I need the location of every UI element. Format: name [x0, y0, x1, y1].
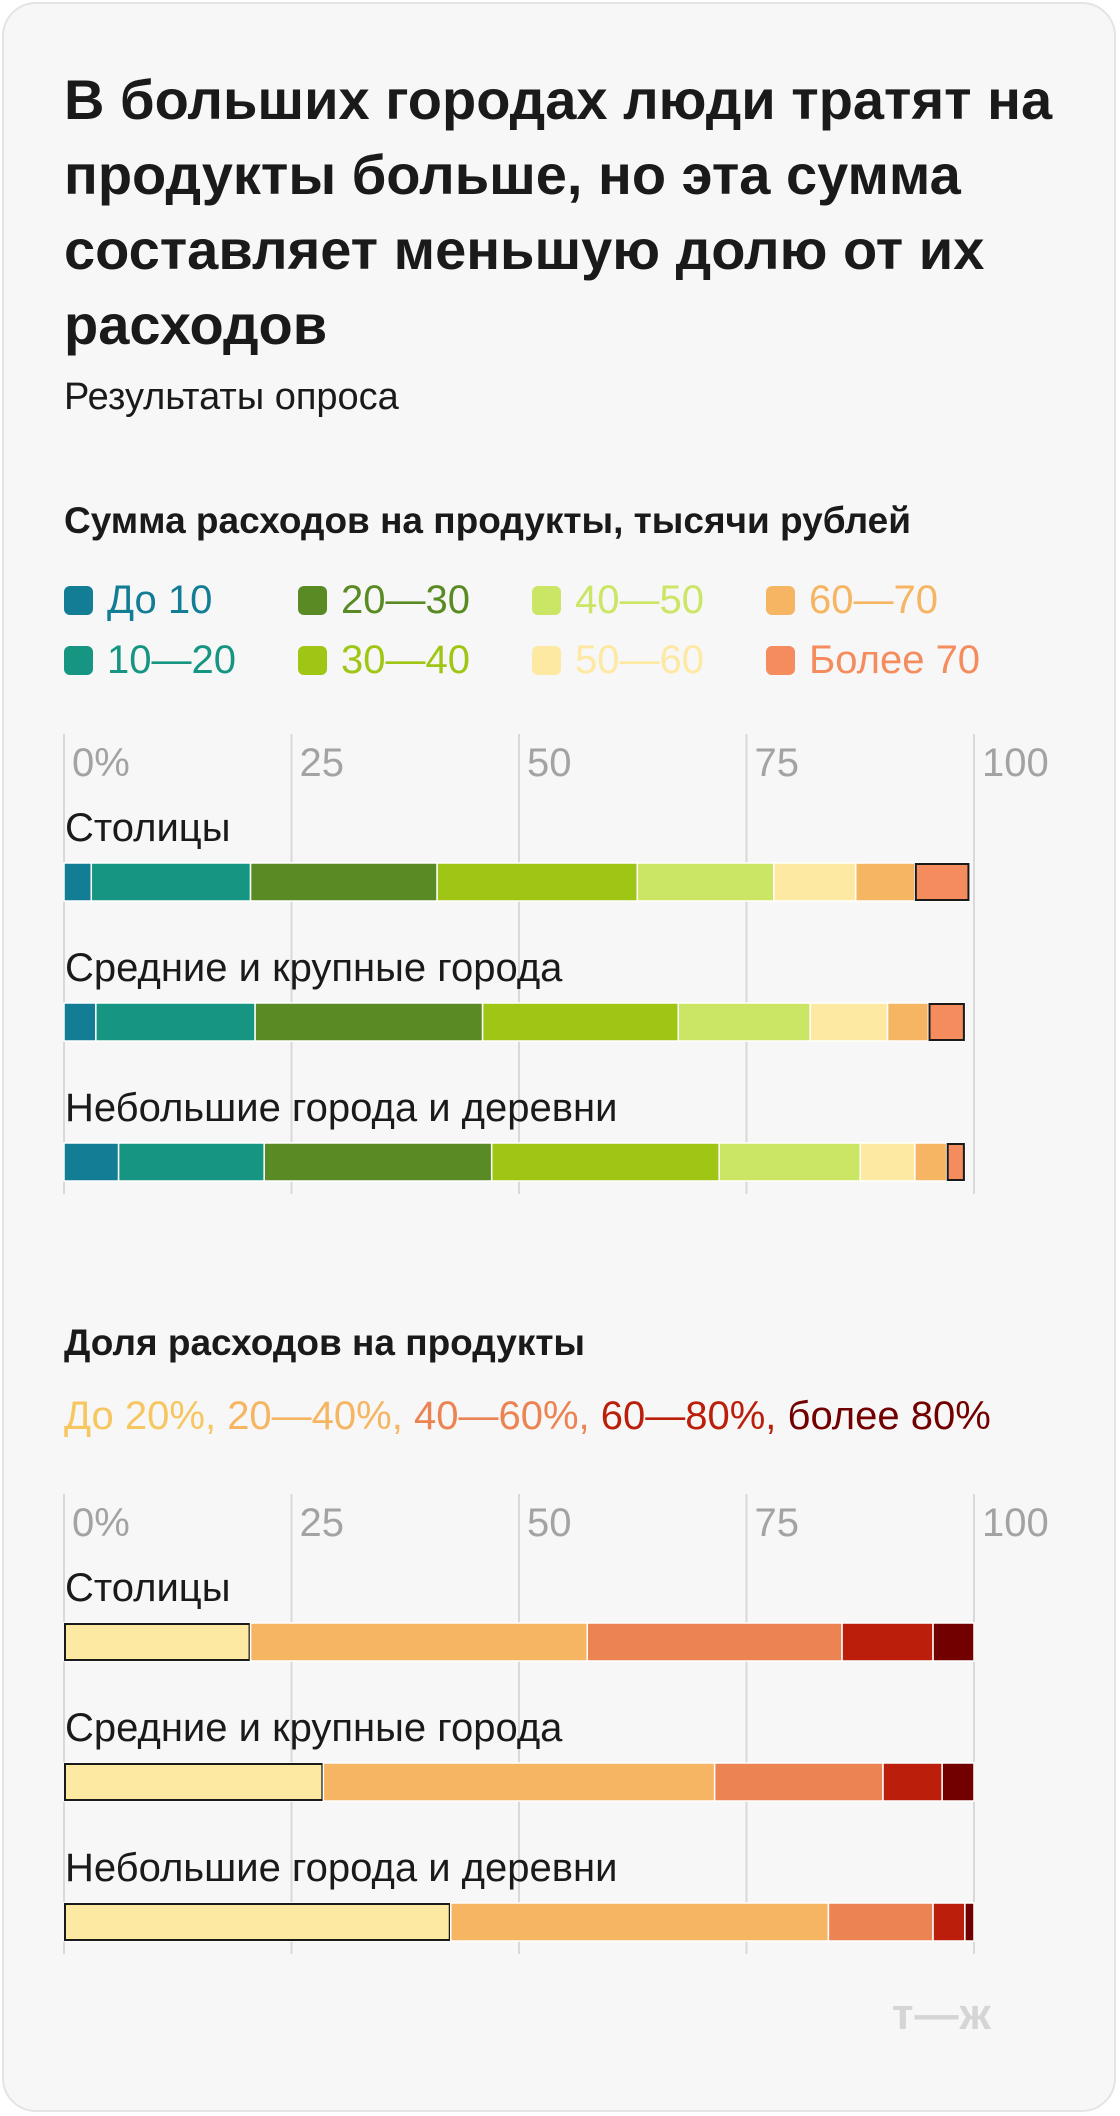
legend-item: 20—30	[298, 576, 470, 624]
legend-label: 20—30	[341, 577, 470, 622]
legend-swatch	[532, 585, 561, 615]
legend-swatch	[766, 585, 795, 615]
bar-segment-40-60	[713, 1762, 884, 1802]
tick-label: 75	[755, 1501, 800, 1545]
legend-label: 10—20	[107, 637, 236, 682]
bar-segment-20-40	[249, 1622, 589, 1662]
legend-label: 40—50	[575, 577, 704, 622]
bar-segment-20-40	[450, 1902, 830, 1942]
bar-segment-20-30	[254, 1002, 484, 1042]
legend-item: 60—70	[766, 576, 938, 624]
bar-segment-outline	[946, 1143, 965, 1181]
tick-label: 100	[982, 741, 1049, 785]
bar-segment-30-40	[481, 1002, 679, 1042]
bar-segment-до-20	[63, 1622, 252, 1662]
chart-subtitle: Результаты опроса	[64, 376, 399, 418]
bar-segment-более-70	[914, 862, 971, 902]
bar-segment-outline	[64, 1763, 324, 1801]
bar-segment-40-60	[827, 1902, 934, 1942]
legend-item: 40—60%,	[413, 1394, 601, 1438]
legend-swatch	[64, 585, 93, 615]
bar-segment-30-40	[436, 862, 639, 902]
legend-item: До 20%,	[64, 1394, 228, 1438]
row-label: Небольшие города и деревни	[65, 1086, 617, 1130]
bar-segment-20-40	[322, 1762, 716, 1802]
legend-item: 60—80%,	[600, 1394, 788, 1438]
legend-label: До 10	[107, 577, 213, 622]
row-label: Средние и крупные города	[65, 946, 563, 990]
bar-segment-60-70	[854, 862, 916, 902]
tick-label: 0%	[72, 741, 130, 785]
bar-segment-40-50	[636, 862, 775, 902]
bar-segment-20-30	[249, 862, 438, 902]
bar-segment-60-70	[914, 1142, 948, 1182]
tick-label: 25	[300, 1501, 345, 1545]
bar-segment-до-20	[63, 1902, 452, 1942]
legend-swatch	[298, 585, 327, 615]
chart-title: В больших городах люди тратят на продукт…	[64, 68, 1053, 356]
bar-segment-50-60	[809, 1002, 889, 1042]
bar-segment-до-20	[63, 1762, 325, 1802]
bar-segment-10-20	[117, 1142, 265, 1182]
tick-label: 75	[755, 741, 800, 785]
bar-segment-60-80	[932, 1902, 966, 1942]
bar-segment-более-80	[964, 1902, 975, 1942]
legend-label: 60—70	[809, 577, 938, 622]
row-label: Столицы	[65, 1566, 230, 1610]
legend-item: Более 70	[766, 636, 980, 684]
bar-segment-50-60	[773, 862, 857, 902]
legend-item: 20—40%,	[227, 1394, 414, 1438]
tick-label: 100	[982, 1501, 1049, 1545]
bar-segment-более-70	[927, 1002, 966, 1042]
bar-segment-outline	[928, 1003, 965, 1041]
bar-segment-60-70	[886, 1002, 930, 1042]
legend-swatch	[766, 645, 795, 675]
tick-label: 50	[527, 741, 572, 785]
legend-swatch	[64, 645, 93, 675]
tick-label: 50	[527, 1501, 572, 1545]
legend-item: 10—20	[64, 636, 236, 684]
bar-segment-до-10	[63, 1142, 120, 1182]
brand-logo: т—ж	[892, 1990, 992, 2039]
bar-segment-10-20	[95, 1002, 256, 1042]
legend-item: 40—50	[532, 576, 704, 624]
bar-segment-60-80	[841, 1622, 934, 1662]
legend-item: До 10	[64, 576, 212, 624]
legend-item: 30—40	[298, 636, 470, 684]
spending-chart: 0% 25 50 75 100 Столицы Средние и крупные горо…	[63, 734, 1049, 1194]
bar-segment-outline	[64, 1903, 451, 1941]
bar-segment-до-10	[63, 1002, 97, 1042]
row-label: Столицы	[65, 806, 230, 850]
share-section-title: Доля расходов на продукты	[64, 1322, 586, 1363]
bar-segment-до-10	[63, 862, 93, 902]
bar-segment-более-80	[941, 1762, 975, 1802]
tick-label: 25	[300, 741, 345, 785]
bar-segment-60-80	[882, 1762, 943, 1802]
bar-segment-30-40	[490, 1142, 720, 1182]
tick-label: 0%	[72, 1501, 130, 1545]
legend-label: 30—40	[341, 637, 470, 682]
bar-segment-outline	[64, 1623, 251, 1661]
bar-segment-20-30	[263, 1142, 493, 1182]
legend-item: более 80%	[787, 1394, 991, 1438]
bar-segment-более-80	[932, 1622, 975, 1662]
bar-segment-40-50	[718, 1142, 862, 1182]
row-label: Небольшие города и деревни	[65, 1846, 617, 1890]
bar-segment-outline	[914, 863, 970, 901]
bar-segment-40-50	[677, 1002, 811, 1042]
legend-item: 50—60	[532, 636, 704, 684]
legend-label: 50—60	[575, 637, 704, 682]
spending-section-title: Сумма расходов на продукты, тысячи рубле…	[64, 500, 912, 541]
bar-segment-более-70	[945, 1142, 966, 1182]
legend-label: Более 70	[809, 637, 981, 682]
legend-swatch	[532, 645, 561, 675]
bar-segment-50-60	[859, 1142, 916, 1182]
bar-segment-10-20	[90, 862, 252, 902]
legend-swatch	[298, 645, 327, 675]
share-chart: 0% 25 50 75 100 Столицы Средние и крупные горо…	[63, 1494, 1049, 1954]
row-label: Средние и крупные города	[65, 1706, 563, 1750]
share-legend: До 20%, 20—40%, 40—60%, 60—80%, более 80…	[64, 1394, 991, 1439]
bar-segment-40-60	[586, 1622, 843, 1662]
